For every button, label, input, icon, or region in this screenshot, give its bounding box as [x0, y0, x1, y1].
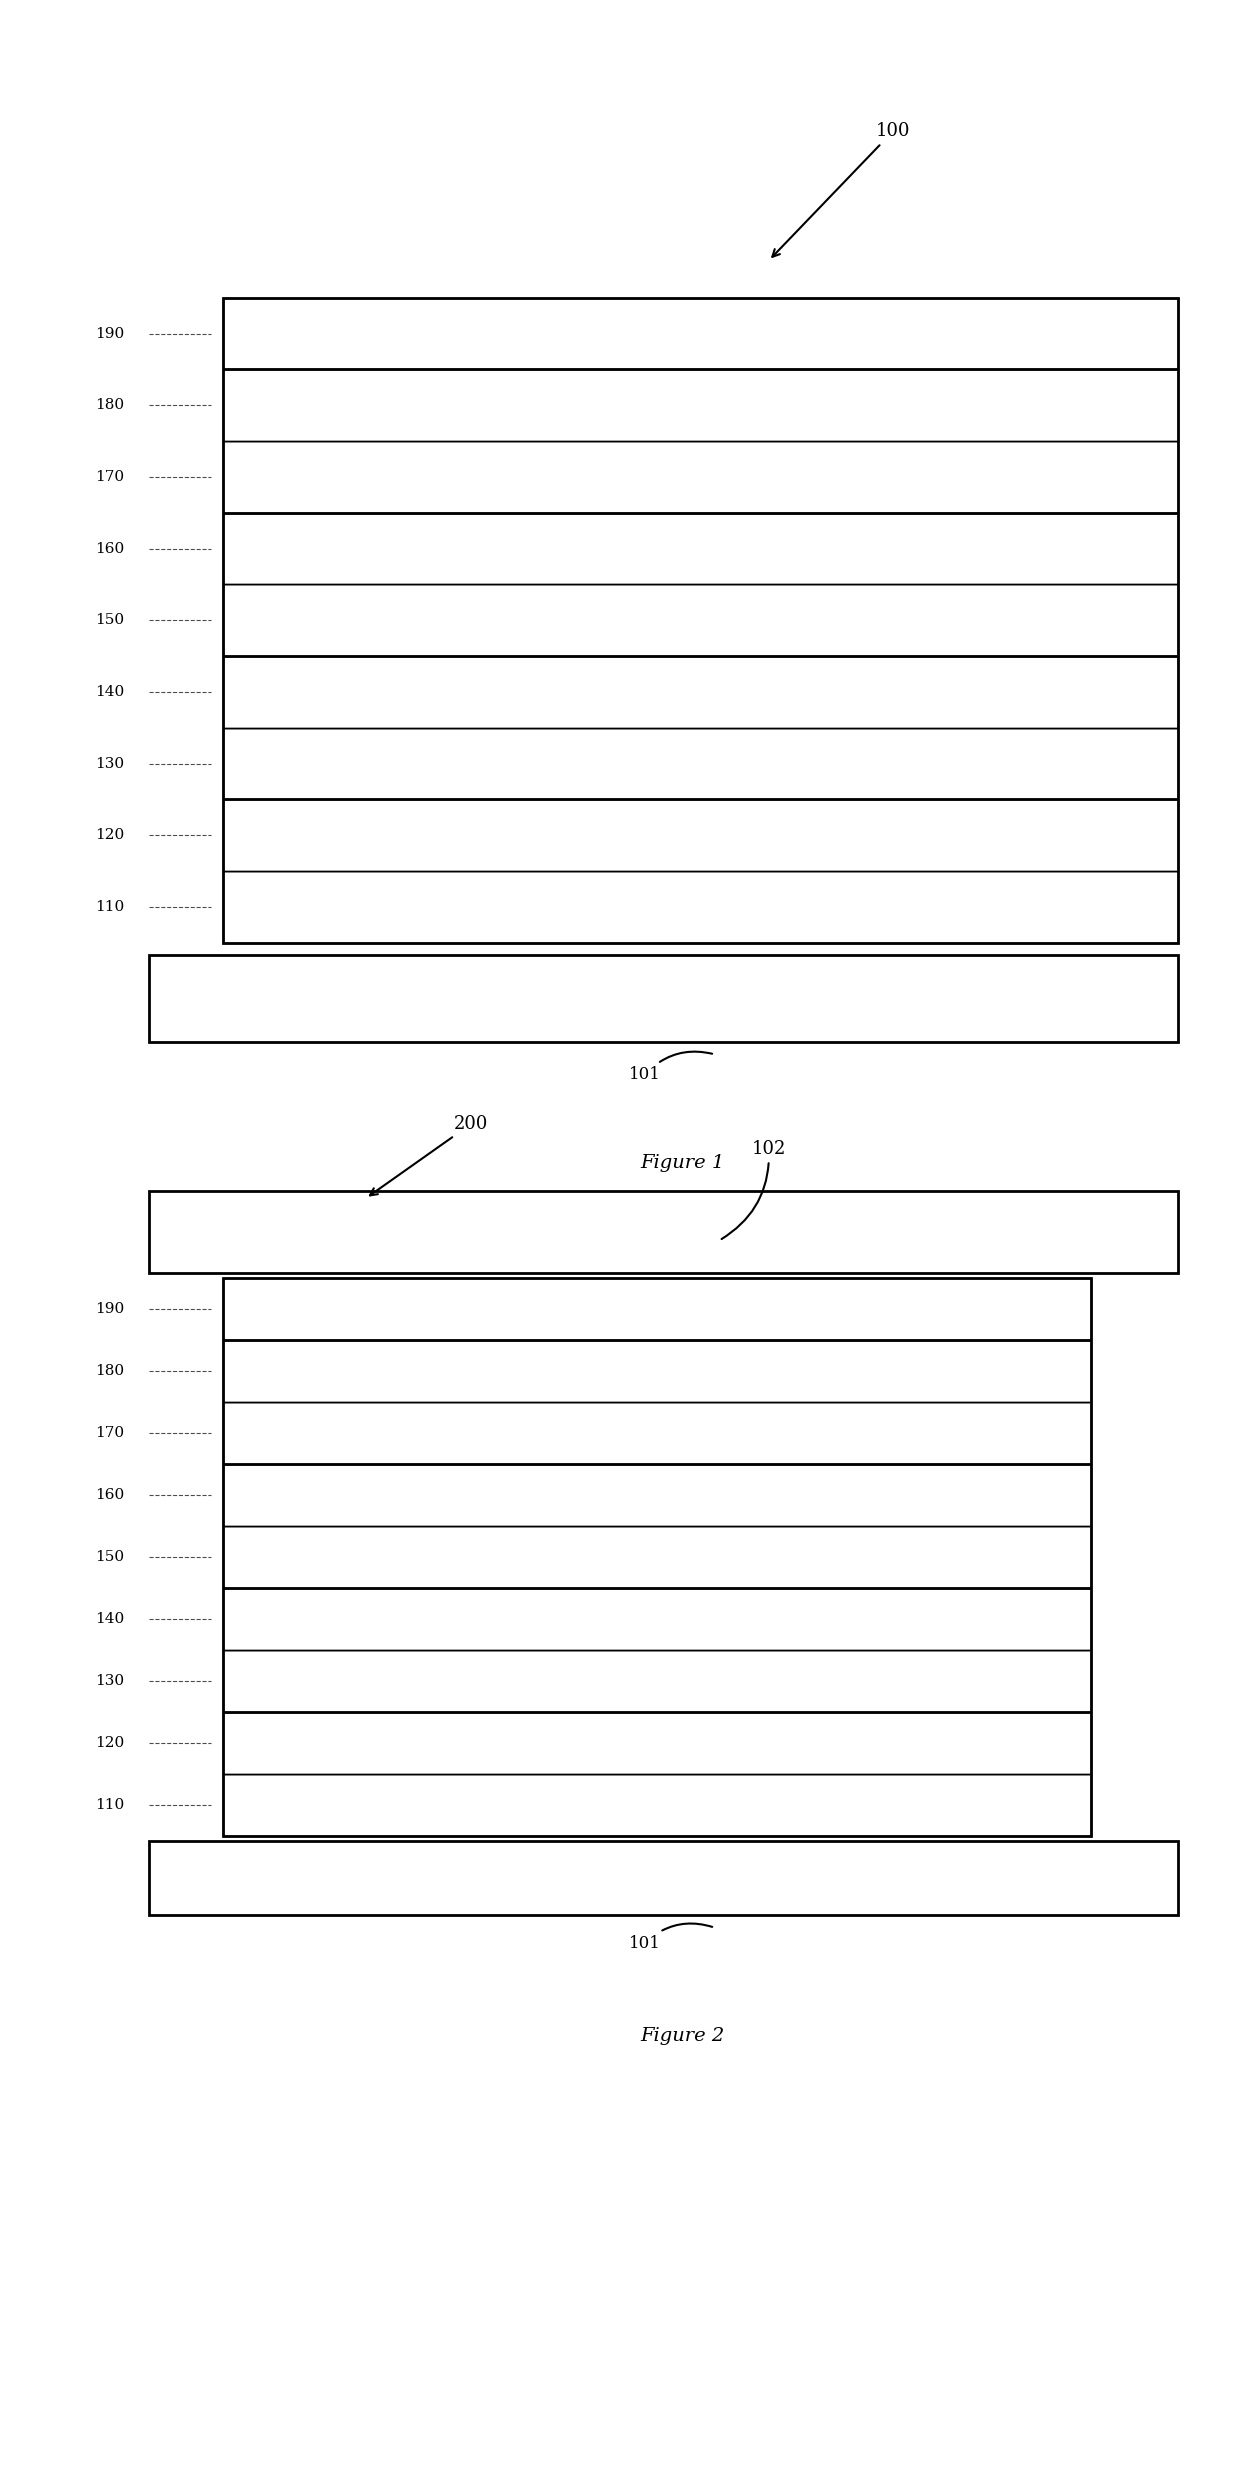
Text: 170: 170: [95, 469, 124, 484]
Text: 140: 140: [94, 685, 124, 700]
Text: 100: 100: [773, 122, 910, 258]
Text: 180: 180: [95, 1365, 124, 1377]
FancyBboxPatch shape: [223, 1774, 1091, 1836]
Text: 160: 160: [94, 541, 124, 556]
FancyBboxPatch shape: [223, 799, 1178, 871]
Text: Figure 2: Figure 2: [640, 2027, 724, 2044]
Text: 102: 102: [722, 1139, 786, 1238]
Text: 120: 120: [94, 829, 124, 841]
Text: 180: 180: [95, 399, 124, 412]
FancyBboxPatch shape: [223, 442, 1178, 514]
FancyBboxPatch shape: [223, 298, 1178, 370]
Text: Figure 1: Figure 1: [640, 1154, 724, 1171]
Text: 110: 110: [94, 901, 124, 913]
FancyBboxPatch shape: [223, 370, 1178, 442]
Text: 110: 110: [94, 1799, 124, 1811]
Text: 130: 130: [95, 1675, 124, 1687]
FancyBboxPatch shape: [223, 1402, 1091, 1464]
Text: 101: 101: [629, 1052, 712, 1084]
FancyBboxPatch shape: [223, 1526, 1091, 1588]
FancyBboxPatch shape: [223, 1278, 1091, 1340]
FancyBboxPatch shape: [223, 1712, 1091, 1774]
Text: 130: 130: [95, 757, 124, 772]
Text: 170: 170: [95, 1427, 124, 1439]
Text: 150: 150: [95, 1551, 124, 1563]
Text: 120: 120: [94, 1737, 124, 1749]
FancyBboxPatch shape: [149, 955, 1178, 1042]
Text: 101: 101: [629, 1923, 712, 1953]
FancyBboxPatch shape: [149, 1841, 1178, 1915]
Text: 190: 190: [94, 327, 124, 340]
FancyBboxPatch shape: [149, 1191, 1178, 1273]
FancyBboxPatch shape: [223, 514, 1178, 586]
Text: 200: 200: [370, 1114, 489, 1196]
Text: 140: 140: [94, 1613, 124, 1625]
FancyBboxPatch shape: [223, 1340, 1091, 1402]
FancyBboxPatch shape: [223, 1464, 1091, 1526]
FancyBboxPatch shape: [223, 871, 1178, 943]
Text: 190: 190: [94, 1303, 124, 1315]
FancyBboxPatch shape: [223, 1588, 1091, 1650]
Text: 150: 150: [95, 613, 124, 628]
FancyBboxPatch shape: [223, 655, 1178, 727]
FancyBboxPatch shape: [223, 586, 1178, 655]
FancyBboxPatch shape: [223, 1650, 1091, 1712]
FancyBboxPatch shape: [223, 727, 1178, 799]
Text: 160: 160: [94, 1489, 124, 1501]
